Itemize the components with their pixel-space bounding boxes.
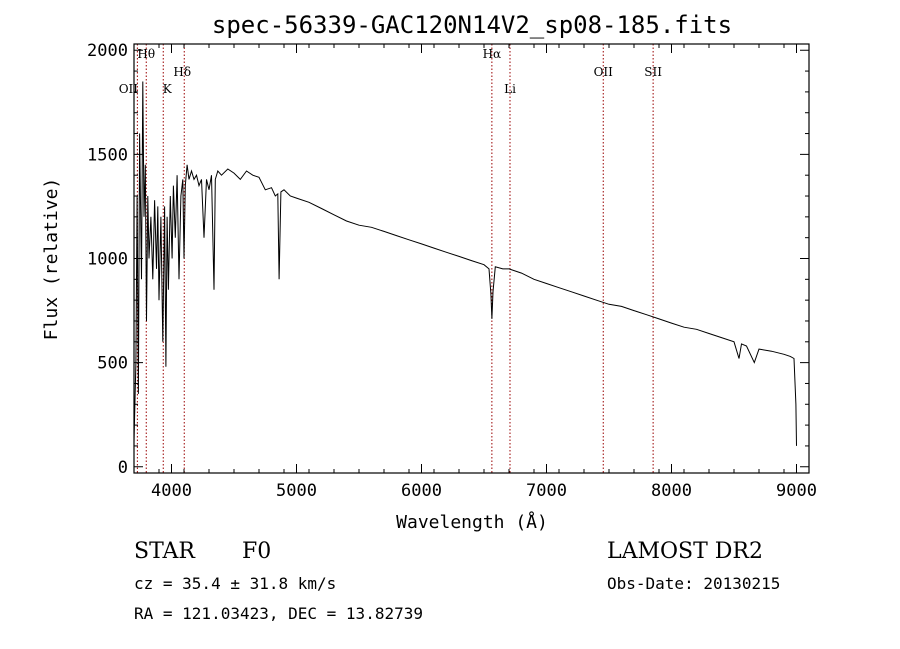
axes: 4000 5000 6000 7000 8000 9000 0 500 1000 1500 2000 xyxy=(87,41,817,501)
x-axis-label: Wavelength (Å) xyxy=(396,511,548,533)
obs-date: Obs-Date: 20130215 xyxy=(607,574,781,593)
plot-frame xyxy=(133,43,810,474)
redshift-text: cz = 35.4 ± 31.8 km/s xyxy=(134,574,337,593)
survey-label: LAMOST DR2 xyxy=(607,539,763,564)
y-tick-label: 500 xyxy=(97,354,128,374)
spectral-line-label: Hα xyxy=(483,47,502,61)
spectral-line-label: OII xyxy=(119,82,139,96)
coordinates-text: RA = 121.03423, DEC = 13.82739 xyxy=(134,604,423,623)
spectral-line-label: Hδ xyxy=(173,65,191,79)
x-tick-label: 5000 xyxy=(276,481,317,501)
x-tick-label: 6000 xyxy=(401,481,442,501)
y-tick-label: 1500 xyxy=(87,145,128,165)
spectral-line-label: K xyxy=(163,82,173,96)
spectrum-series xyxy=(133,81,797,446)
spectral-line-label: Hθ xyxy=(137,47,155,61)
spectrum-line xyxy=(133,81,797,446)
object-subclass: F0 xyxy=(242,539,272,564)
y-tick-label: 0 xyxy=(118,458,128,478)
spectral-line-markers: Hθ OII KHδ Hα Li OII SII xyxy=(119,44,662,473)
y-tick-label: 2000 xyxy=(87,41,128,61)
x-tick-label: 9000 xyxy=(776,481,817,501)
y-axis-label: Flux (relative) xyxy=(41,178,62,341)
spectral-line-label: SII xyxy=(644,65,662,79)
spectral-line-label: OII xyxy=(594,65,614,79)
x-tick-label: 7000 xyxy=(526,481,567,501)
x-tick-label: 4000 xyxy=(151,481,192,501)
chart-title: spec-56339-GAC120N14V2_sp08-185.fits xyxy=(212,11,732,39)
x-tick-label: 8000 xyxy=(651,481,692,501)
y-tick-label: 1000 xyxy=(87,250,128,270)
spectral-line-label: Li xyxy=(504,82,516,96)
object-class: STAR xyxy=(134,539,195,564)
